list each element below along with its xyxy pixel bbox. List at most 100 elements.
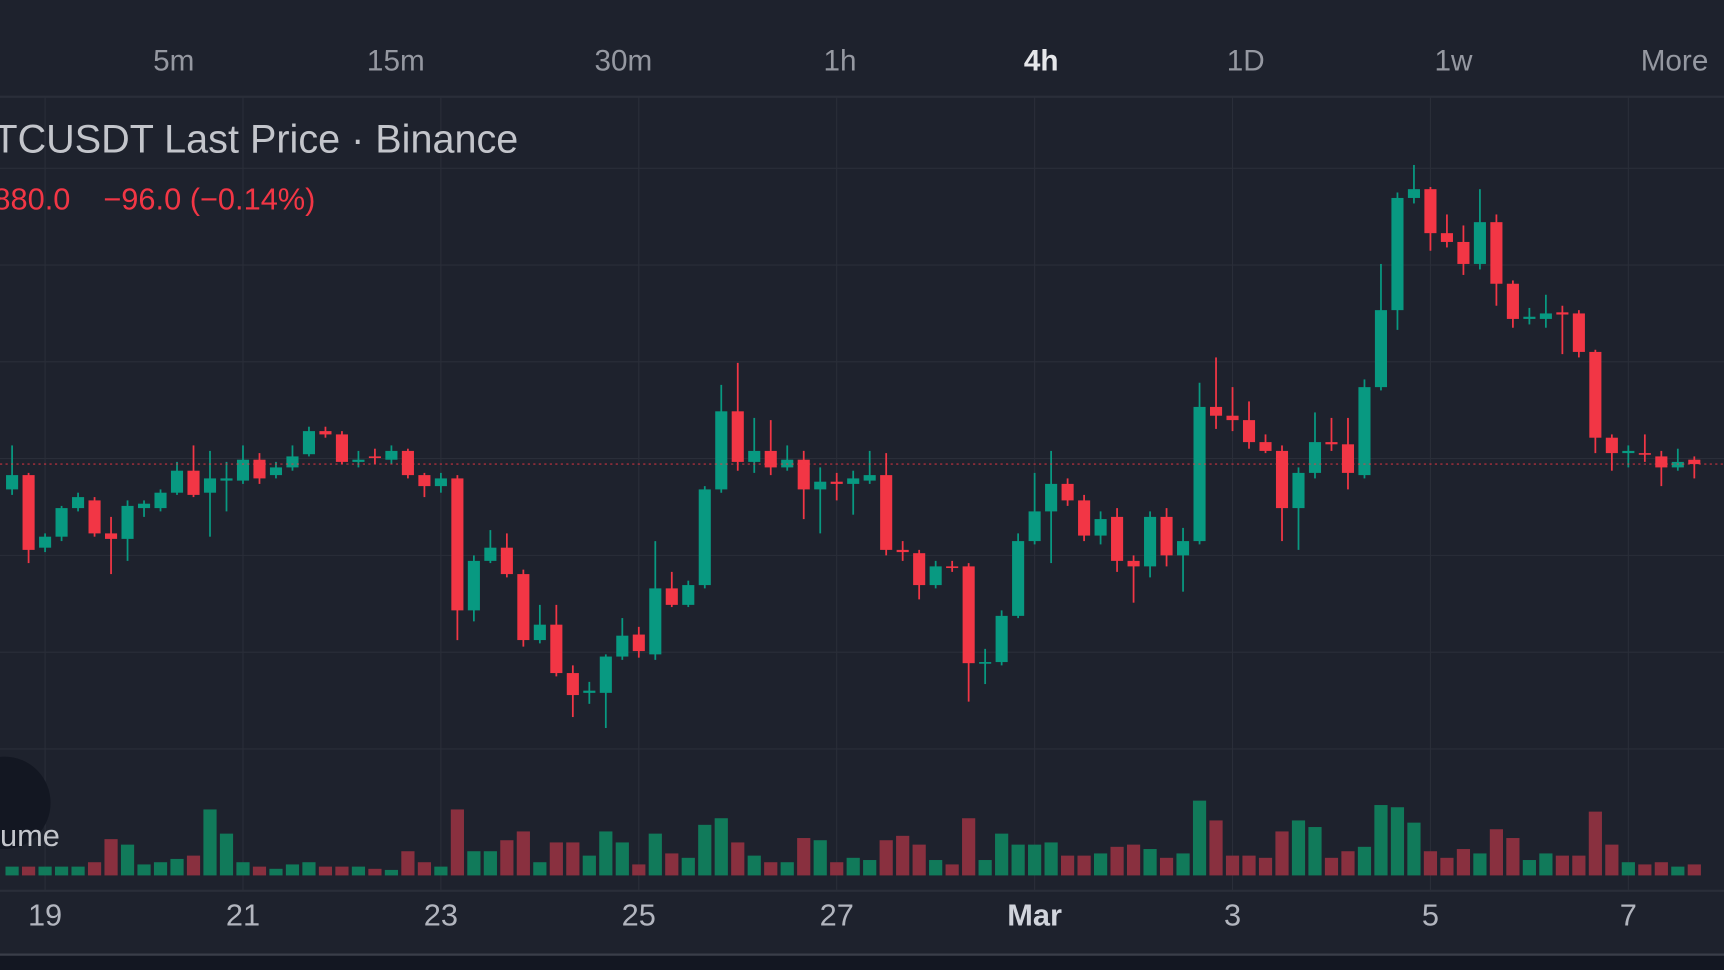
candle-body xyxy=(748,450,761,462)
candle-body xyxy=(39,536,52,548)
volume-bar xyxy=(582,855,596,876)
candle-body xyxy=(286,456,299,468)
candle-body xyxy=(236,459,250,481)
tab[interactable]: 1D xyxy=(1227,45,1265,78)
candle-body xyxy=(1144,516,1157,567)
volume-bar xyxy=(1308,827,1322,876)
candle-body xyxy=(1094,519,1107,536)
tab[interactable]: More xyxy=(1641,45,1709,78)
candle-body xyxy=(962,566,975,664)
tab[interactable]: 1h xyxy=(823,45,856,78)
volume-bar xyxy=(1588,811,1602,876)
candle-body xyxy=(1012,541,1025,616)
candle-body xyxy=(1209,406,1223,416)
volume-bar xyxy=(87,862,102,876)
x-tick-label: 25 xyxy=(622,897,656,932)
candle-body xyxy=(1308,442,1322,473)
tab[interactable]: 15m xyxy=(367,45,425,78)
candle-body xyxy=(550,624,563,674)
volume-bar xyxy=(1225,855,1240,876)
candle-body xyxy=(1078,500,1091,536)
timeframe-tabs: 5m 15m 30m 1h 4h 1D 1w More xyxy=(153,45,1708,78)
volume-bar xyxy=(566,842,580,876)
volume-bar xyxy=(137,864,151,876)
tab[interactable]: 5m xyxy=(153,45,194,78)
volume-bar xyxy=(1126,844,1141,876)
candle-body xyxy=(1539,313,1552,319)
candle-body xyxy=(418,475,431,487)
volume-bar xyxy=(500,840,514,876)
candle-body xyxy=(1605,437,1618,454)
volume-bar xyxy=(1242,855,1256,876)
last-price: 880.0 xyxy=(0,181,70,216)
candle-body xyxy=(1127,560,1140,567)
grid xyxy=(0,96,1724,891)
volume-bar xyxy=(1638,864,1652,876)
volume-bar xyxy=(1423,851,1438,876)
candle-body xyxy=(1655,456,1668,468)
volume-bar xyxy=(549,842,563,876)
volume-bar xyxy=(1258,857,1273,876)
volume-bar xyxy=(714,818,728,876)
candle-body xyxy=(995,615,1008,663)
volume-bar xyxy=(1390,807,1405,876)
volume-bar xyxy=(269,868,283,876)
volume-bar xyxy=(450,809,464,876)
candle-body xyxy=(566,673,579,696)
candle-body xyxy=(1226,415,1239,421)
volume-bar xyxy=(681,857,695,876)
volume-bar xyxy=(153,862,168,876)
candle-body xyxy=(1506,283,1519,319)
candle-body xyxy=(1572,313,1585,352)
x-tick-label: 27 xyxy=(820,897,854,932)
volume-bar xyxy=(170,858,184,876)
volume-bar xyxy=(830,862,844,876)
volume-bar xyxy=(1061,855,1075,876)
candle-body xyxy=(814,481,827,490)
candle-body xyxy=(22,475,35,550)
volume-bar xyxy=(896,835,910,876)
candle-body xyxy=(1325,442,1338,445)
volume-bar xyxy=(1341,851,1355,876)
candle-body xyxy=(913,553,926,586)
volume-bar xyxy=(632,864,646,876)
volume-bar xyxy=(1143,849,1157,876)
volume-bar xyxy=(1324,857,1339,876)
candle-body xyxy=(1358,387,1371,476)
candle-body xyxy=(979,662,992,664)
tab[interactable]: 30m xyxy=(595,45,653,78)
candle-body xyxy=(121,505,134,539)
candle-body xyxy=(385,450,398,460)
candle-body xyxy=(451,478,464,611)
candle-body xyxy=(1292,472,1305,509)
volume-bar xyxy=(120,844,135,876)
candle-body xyxy=(302,431,316,455)
tab[interactable]: 1w xyxy=(1435,45,1474,78)
candle-body xyxy=(88,500,101,534)
volume-bar xyxy=(351,866,366,876)
volume-bar xyxy=(1176,853,1190,876)
volume-bar xyxy=(318,866,333,876)
volume-bar xyxy=(764,862,778,876)
candle-body xyxy=(1523,316,1536,319)
candle-body xyxy=(1160,516,1173,556)
candle-body xyxy=(533,624,546,641)
candle-body xyxy=(599,656,612,693)
volume-bar xyxy=(186,855,201,876)
candle-body xyxy=(1374,310,1388,388)
candle-body xyxy=(319,431,332,435)
candle-body xyxy=(170,470,184,493)
volume-bar xyxy=(731,842,745,876)
volume-bar xyxy=(1159,857,1174,876)
candle-body xyxy=(203,478,217,493)
volume-bar xyxy=(219,833,234,876)
candle-body xyxy=(649,588,662,655)
tab[interactable]: 4h xyxy=(1024,45,1059,78)
volume-bar xyxy=(1506,838,1520,876)
candle-body xyxy=(1111,516,1124,561)
volume-bar xyxy=(5,866,19,876)
volume-bar xyxy=(1456,849,1471,876)
price-change: −96.0 (−0.14%) xyxy=(103,181,315,216)
volume-bar xyxy=(401,851,415,876)
